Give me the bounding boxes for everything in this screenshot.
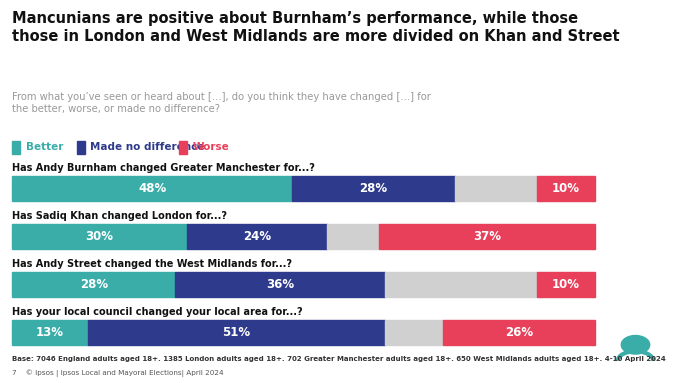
Text: Base: 7046 England adults aged 18+. 1385 London adults aged 18+. 702 Greater Man: Base: 7046 England adults aged 18+. 1385… [12, 356, 666, 362]
Text: Has Andy Burnham changed Greater Manchester for...?: Has Andy Burnham changed Greater Manches… [12, 163, 315, 173]
Text: Has your local council changed your local area for...?: Has your local council changed your loca… [12, 307, 303, 317]
Text: 10%: 10% [552, 182, 580, 195]
Text: 26%: 26% [505, 326, 533, 339]
Text: 28%: 28% [80, 278, 108, 291]
Text: 24%: 24% [243, 230, 271, 243]
Text: 37%: 37% [473, 230, 501, 243]
Text: From what you’ve seen or heard about [...], do you think they have changed [...]: From what you’ve seen or heard about [..… [12, 92, 431, 114]
Text: Has Andy Street changed the West Midlands for...?: Has Andy Street changed the West Midland… [12, 259, 292, 269]
Text: 28%: 28% [360, 182, 388, 195]
Text: 10%: 10% [552, 278, 580, 291]
Text: 36%: 36% [267, 278, 294, 291]
Text: Mancunians are positive about Burnham’s performance, while those
those in London: Mancunians are positive about Burnham’s … [12, 11, 620, 44]
Circle shape [622, 336, 649, 354]
Text: Worse: Worse [192, 142, 229, 152]
Text: 48%: 48% [138, 182, 166, 195]
Text: 51%: 51% [222, 326, 251, 339]
Text: 13%: 13% [36, 326, 64, 339]
Text: Ipsos: Ipsos [621, 362, 650, 372]
Text: 30%: 30% [86, 230, 114, 243]
Text: Better: Better [26, 142, 63, 152]
Text: Made no difference: Made no difference [90, 142, 205, 152]
Text: Has Sadiq Khan changed London for...?: Has Sadiq Khan changed London for...? [12, 211, 227, 221]
Text: 7    © Ipsos | Ipsos Local and Mayoral Elections| April 2024: 7 © Ipsos | Ipsos Local and Mayoral Elec… [12, 370, 224, 377]
